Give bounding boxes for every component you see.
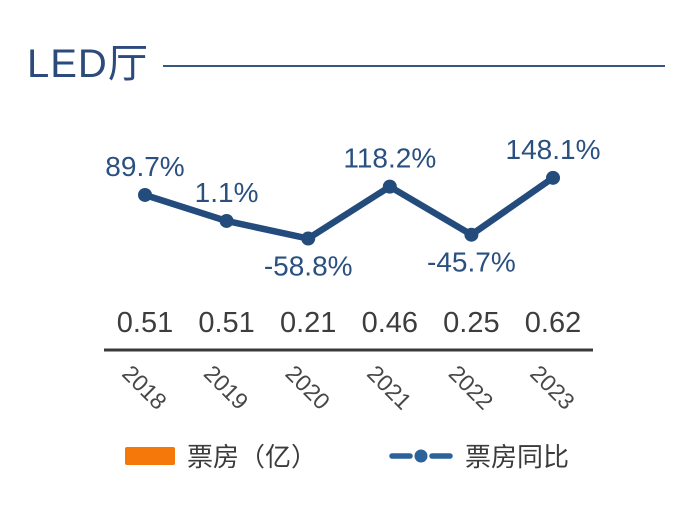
- boxoffice-value-label: 0.51: [198, 307, 254, 339]
- legend-label-yoy: 票房同比: [465, 442, 570, 472]
- yoy-data-label: 148.1%: [506, 134, 601, 165]
- legend-item-yoy: 票房同比: [389, 437, 569, 474]
- bar-swatch-icon: [125, 446, 175, 465]
- year-axis-label: 2022: [444, 360, 499, 415]
- year-axis-label: 2020: [281, 360, 336, 415]
- page-title: LED厅: [27, 42, 149, 86]
- yoy-data-label: 1.1%: [195, 177, 259, 208]
- chart-legend: 票房（亿） 票房同比: [125, 437, 569, 474]
- title-rule: [163, 65, 665, 67]
- yoy-data-point: [464, 227, 479, 242]
- yoy-data-point: [301, 231, 316, 246]
- line-marker-icon: [389, 449, 453, 462]
- boxoffice-value-label: 0.25: [443, 307, 499, 339]
- yoy-data-label: -45.7%: [427, 247, 516, 278]
- yoy-data-point: [219, 213, 234, 228]
- yoy-line-series: [141, 174, 557, 242]
- legend-label-boxoffice: 票房（亿）: [187, 442, 318, 472]
- yoy-data-label: -58.8%: [264, 251, 353, 282]
- year-axis-label: 2019: [199, 360, 254, 415]
- yoy-data-point: [382, 179, 397, 194]
- yoy-data-point: [546, 170, 560, 185]
- boxoffice-value-label: 0.62: [525, 307, 581, 339]
- boxoffice-value-label: 0.51: [117, 307, 173, 339]
- legend-item-boxoffice: 票房（亿）: [125, 437, 317, 474]
- yoy-data-label: 89.7%: [105, 151, 184, 182]
- boxoffice-value-label: 0.46: [362, 307, 418, 339]
- yoy-data-point: [138, 187, 152, 202]
- year-axis-label: 2023: [525, 360, 580, 415]
- boxoffice-value-label: 0.21: [280, 307, 336, 339]
- year-axis-label: 2018: [117, 360, 172, 415]
- yoy-data-label: 118.2%: [343, 143, 436, 174]
- year-axis-label: 2021: [362, 360, 417, 415]
